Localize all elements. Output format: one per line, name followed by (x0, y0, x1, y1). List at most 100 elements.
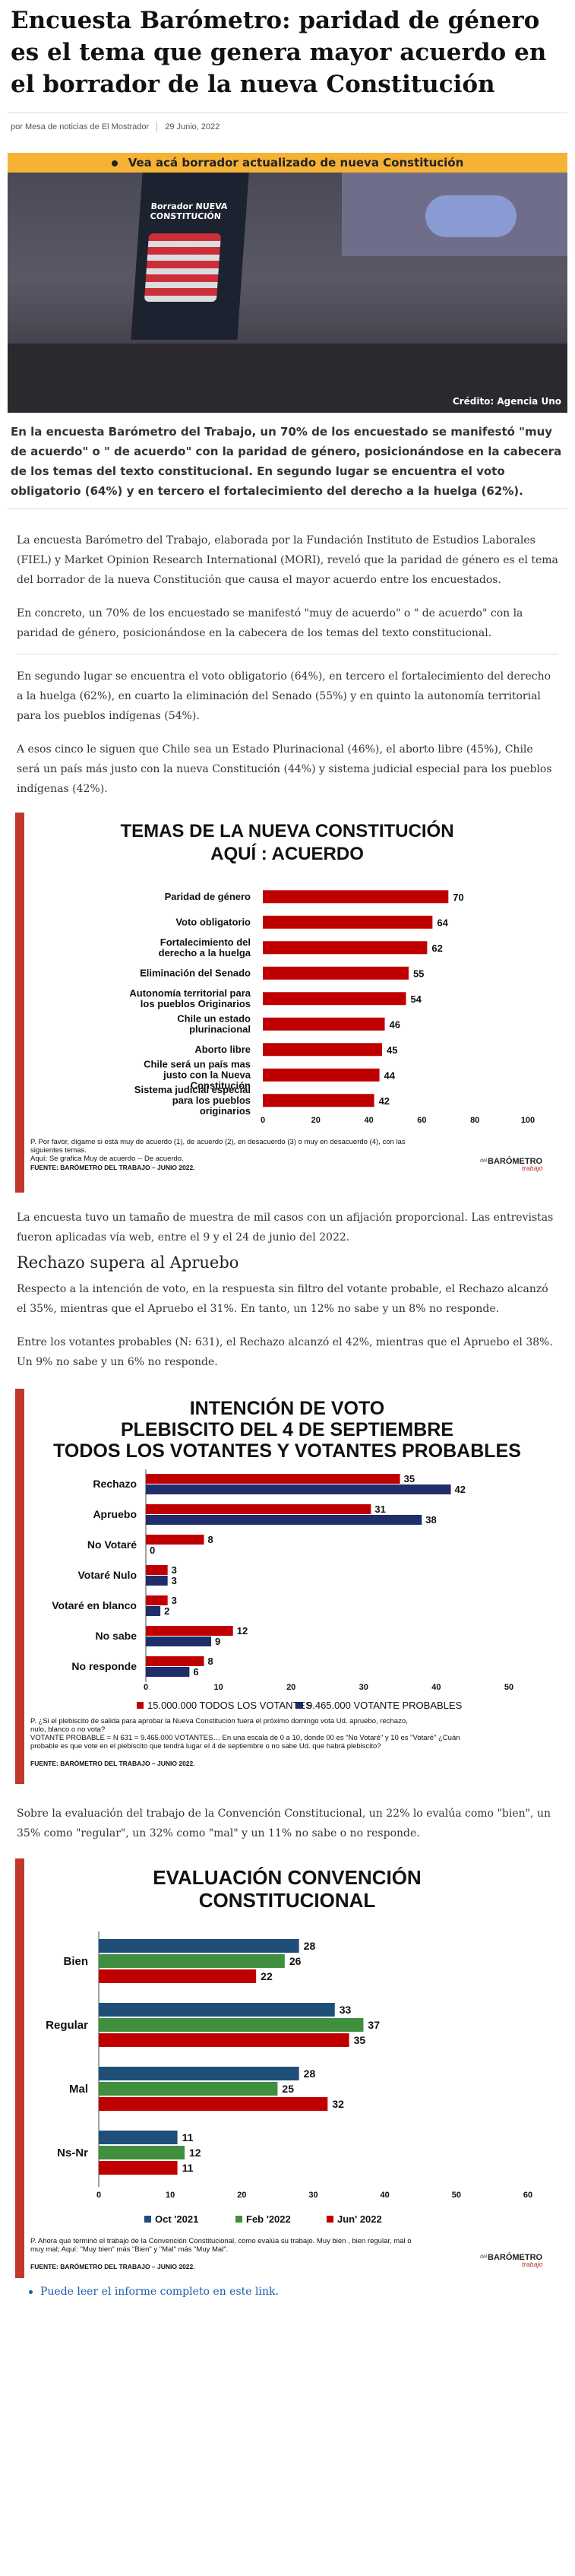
bar (99, 1939, 299, 1953)
data-label: 62 (431, 943, 442, 954)
logo-sub: trabajo (522, 1164, 543, 1172)
category-label: Apruebo (93, 1508, 137, 1520)
category-label: Bien (63, 1955, 88, 1968)
byline: por Mesa de noticias de El Mostrador 29 J… (8, 112, 567, 132)
paragraph-2: En concreto, un 70% de los encuestado se… (17, 607, 523, 640)
data-label: 64 (437, 917, 448, 928)
paragraph-6: Respecto a la intención de voto, en la r… (17, 1283, 548, 1316)
category-label: No responde (71, 1660, 137, 1672)
chart-title: TEMAS DE LA NUEVA CONSTITUCIÓN (120, 820, 453, 841)
bar (99, 2082, 278, 2096)
data-label: 33 (340, 2004, 352, 2016)
bar (263, 1043, 383, 1057)
book-title: Borrador NUEVA CONSTITUCIÓN (150, 201, 228, 222)
draft-banner-label: Vea acá borrador actualizado de nueva Co… (128, 156, 464, 170)
chart-note: muy mal; Aquí: "Muy bien" más "Bien" y "… (30, 2245, 228, 2254)
category-label: Votaré Nulo (77, 1569, 137, 1581)
bar (99, 2146, 185, 2160)
tick-label: 10 (213, 1683, 223, 1692)
category-label: para los pueblos (172, 1095, 251, 1106)
bar (99, 1954, 285, 1969)
legend-swatch (235, 2216, 242, 2223)
legend-swatch (327, 2216, 333, 2223)
chart-note: probable es que vote en el plebiscito qu… (30, 1742, 381, 1751)
bar (146, 1626, 233, 1637)
bullet-icon (111, 160, 118, 166)
paragraph-3: En segundo lugar se encuentra el voto ob… (17, 670, 551, 723)
category-label: Autonomía territorial para (129, 987, 251, 999)
category-label: Rechazo (93, 1478, 137, 1490)
bar (99, 2097, 328, 2112)
photo-credit: Crédito: Agencia Uno (452, 396, 561, 407)
bar (263, 915, 433, 929)
data-label: 31 (374, 1503, 385, 1515)
bar (146, 1504, 371, 1515)
data-label: 2 (164, 1605, 169, 1617)
byline-author[interactable]: por Mesa de noticias de El Mostrador (11, 122, 150, 131)
draft-banner-link[interactable]: Vea acá borrador actualizado de nueva Co… (8, 153, 567, 173)
bar (263, 890, 449, 904)
chart-source: FUENTE: BARÓMETRO DEL TRABAJO – JUNIO 20… (30, 1759, 195, 1767)
data-label: 35 (354, 2034, 366, 2046)
data-label: 11 (182, 2162, 194, 2174)
chart-subtitle: TODOS LOS VOTANTES Y VOTANTES PROBABLES (53, 1440, 521, 1462)
data-label: 11 (182, 2131, 194, 2143)
bar (99, 2067, 299, 2081)
logo-sub: trabajo (522, 2261, 543, 2268)
category-label: justo con la Nueva (163, 1069, 251, 1080)
data-label: 25 (282, 2083, 294, 2095)
byline-date: 29 Junio, 2022 (165, 122, 220, 131)
logo-main: BARÓMETRO (488, 2252, 543, 2262)
data-label: 28 (304, 2067, 316, 2080)
bar (146, 1484, 451, 1495)
chart-subtitle: PLEBISCITO DEL 4 DE SEPTIEMBRE (121, 1419, 453, 1440)
tick-label: 40 (431, 1683, 441, 1692)
bar (146, 1515, 422, 1526)
data-label: 3 (172, 1575, 177, 1586)
report-link[interactable]: Puede leer el informe completo en este l… (8, 2286, 567, 2298)
chart-note: siguientes temas. (30, 1146, 87, 1155)
chart-note: P. ¿Si el plebiscito de salida para apro… (30, 1717, 408, 1725)
bar (263, 966, 409, 980)
data-label: 55 (413, 968, 424, 979)
bar (146, 1474, 400, 1484)
data-label: 42 (379, 1095, 390, 1107)
tick-label: 50 (452, 2191, 461, 2200)
chart-note: P. Ahora que terminó el trabajo de la Co… (30, 2237, 412, 2245)
data-label: 38 (425, 1514, 436, 1526)
bar (146, 1606, 161, 1617)
tick-label: 30 (308, 2191, 318, 2200)
report-link-label: Puede leer el informe completo en este l… (40, 2286, 279, 2299)
bar (263, 1017, 385, 1031)
bar (99, 2131, 178, 2145)
data-label: 44 (384, 1069, 396, 1081)
chart-source: FUENTE: BARÓMETRO DEL TRABAJO – JUNIO 20… (30, 2262, 195, 2270)
data-label: 12 (237, 1625, 248, 1637)
legend-swatch (296, 1702, 303, 1709)
book-flag-art (144, 233, 222, 303)
photo-screen (342, 173, 567, 257)
data-label: 8 (207, 1656, 213, 1667)
bar (99, 1969, 257, 1984)
category-label: Fortalecimiento del (160, 936, 251, 948)
data-label: 8 (207, 1534, 213, 1545)
data-label: 37 (368, 2019, 380, 2031)
tick-label: 60 (523, 2191, 532, 2200)
category-label: Paridad de género (165, 891, 251, 902)
tick-label: 10 (166, 2191, 175, 2200)
chart-subtitle: CONSTITUCIONAL (199, 1889, 376, 1912)
data-label: 3 (172, 1564, 177, 1576)
category-label: Sistema judicial especial (134, 1084, 251, 1095)
bar (146, 1667, 190, 1678)
bar (146, 1637, 212, 1647)
legend-label: 15.000.000 TODOS LOS VOTANTES (147, 1700, 312, 1711)
chart-note: nulo, blanco o no vota? (30, 1725, 105, 1734)
tick-label: 50 (504, 1683, 513, 1692)
category-label: derecho a la huelga (159, 947, 251, 958)
tick-label: 20 (311, 1116, 321, 1125)
category-label: plurinacional (189, 1023, 251, 1035)
category-label: Ns-Nr (57, 2147, 88, 2159)
legend-label: 9.465.000 VOTANTE PROBABLES (307, 1700, 463, 1711)
